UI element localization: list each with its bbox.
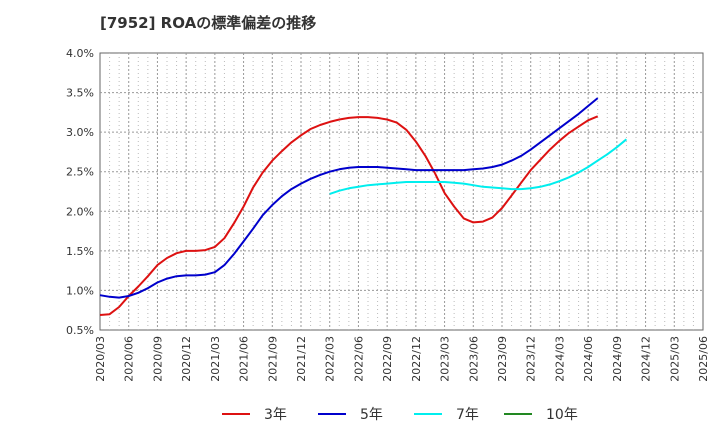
x-tick-label: 2023/03 [439,336,452,382]
x-tick-label: 2023/09 [496,336,509,382]
plot-area [99,52,704,331]
legend: 3年 5年 7年 10年 [222,407,578,423]
legend-label: 3年 [264,407,287,423]
x-tick-label: 2022/12 [410,336,423,382]
x-tick-label: 2021/03 [209,336,222,382]
x-tick-label: 2024/12 [640,336,653,382]
y-tick-label: 1.5% [66,245,94,258]
x-axis-ticks: 2020/03 2020/06 2020/09 2020/12 2021/03 2021/… [94,336,710,382]
x-tick-label: 2025/03 [668,336,681,382]
y-tick-label: 3.0% [66,126,94,139]
y-tick-label: 2.5% [66,166,94,179]
x-tick-label: 2022/03 [324,336,337,382]
x-tick-label: 2023/12 [525,336,538,382]
x-tick-label: 2020/12 [180,336,193,382]
x-tick-label: 2024/09 [611,336,624,382]
x-tick-label: 2020/09 [151,336,164,382]
chart-title: [7952] ROAの標準偏差の推移 [100,14,317,32]
x-tick-label: 2020/06 [123,336,136,382]
x-tick-label: 2021/06 [238,336,251,382]
x-tick-label: 2025/06 [697,336,710,382]
x-tick-label: 2021/12 [295,336,308,382]
series-line-5年 [99,97,599,299]
y-tick-label: 0.5% [66,324,94,337]
x-tick-label: 2023/06 [467,336,480,382]
x-tick-label: 2021/09 [266,336,279,382]
legend-label: 7年 [456,407,479,423]
y-axis-ticks: 0.5% 1.0% 1.5% 2.0% 2.5% 3.0% 3.5% 4.0% [66,47,94,337]
series-line-3年 [99,115,599,316]
legend-label: 5年 [360,407,383,423]
x-tick-label: 2024/03 [553,336,566,382]
x-tick-label: 2022/09 [381,336,394,382]
y-tick-label: 4.0% [66,47,94,60]
x-tick-label: 2022/06 [352,336,365,382]
y-tick-label: 3.5% [66,87,94,100]
series-layer [99,97,628,316]
series-line-7年 [329,138,628,195]
y-tick-label: 2.0% [66,205,94,218]
y-tick-label: 1.0% [66,284,94,297]
legend-label: 10年 [546,407,578,423]
x-tick-label: 2024/06 [582,336,595,382]
x-tick-label: 2020/03 [94,336,107,382]
